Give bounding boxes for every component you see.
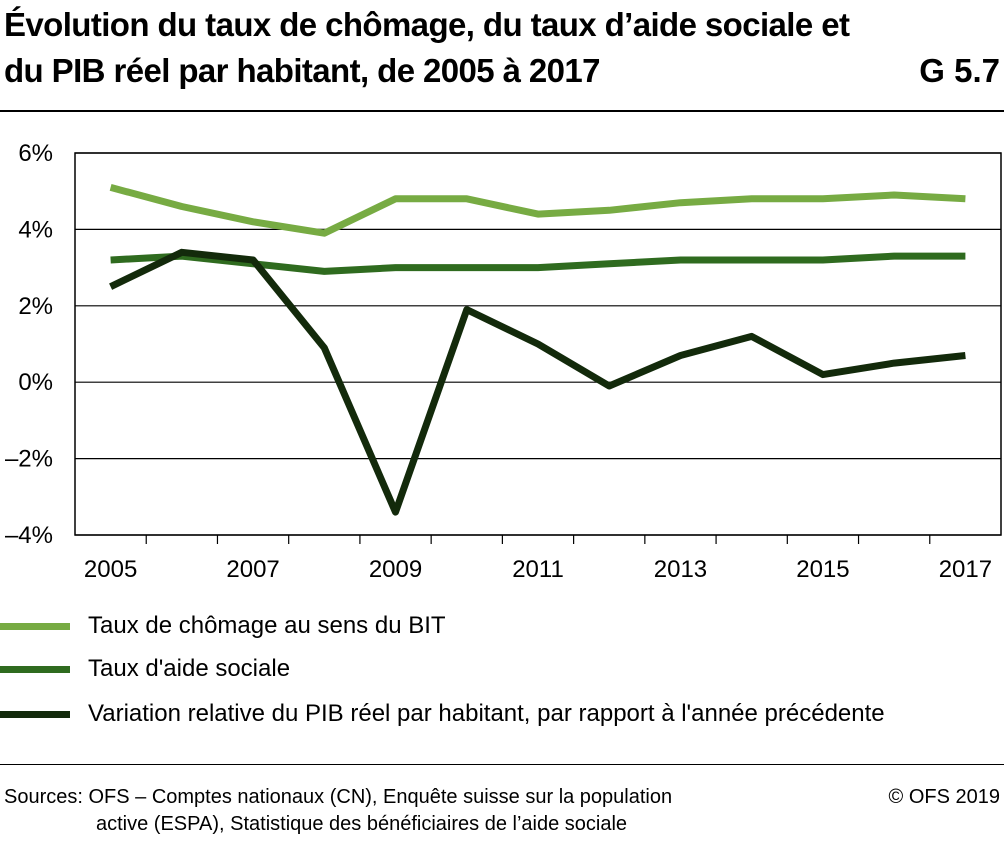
x-tick-label: 2005 [84, 556, 137, 583]
line-chart: 6%4%2%0%–2%–4% 2005 2007 2009 2011 2013 2015 2… [5, 140, 1002, 583]
y-tick-label: 2% [18, 293, 53, 320]
header-rule [0, 110, 1004, 112]
legend-item-aide-sociale: Taux d'aide sociale [0, 649, 290, 689]
chart-title: Évolution du taux de chômage, du taux d’… [4, 6, 850, 89]
series-line-chomage [109, 184, 966, 237]
x-tick-label: 2015 [796, 556, 849, 583]
x-tick-label: 2017 [939, 556, 992, 583]
plot-frame [74, 152, 1002, 536]
y-axis-ticks: 6% 4% 2% 0% –2% –4% [5, 140, 53, 549]
x-tick-label: 2013 [654, 556, 707, 583]
series-lines [109, 184, 966, 516]
y-tick-label: 0% [18, 369, 53, 396]
y-tick-label: –2% [5, 446, 53, 473]
legend-swatch [0, 665, 70, 673]
y-tick-label: 4% [18, 216, 53, 243]
legend-label: Taux d'aide sociale [88, 655, 291, 682]
legend-item-chomage: Taux de chômage au sens du BIT [0, 606, 446, 646]
y-tick-label: 6% [18, 140, 53, 167]
source-line-1: Sources: OFS – Comptes nationaux (CN), E… [4, 786, 673, 808]
x-tick-label: 2009 [369, 556, 422, 583]
source-note: Sources: OFS – Comptes nationaux (CN), E… [4, 784, 824, 838]
legend-label: Variation relative du PIB réel par habit… [88, 700, 885, 727]
x-tick-label: 2011 [512, 556, 564, 583]
legend-swatch [0, 622, 70, 630]
copyright: © OFS 2019 [888, 786, 1000, 808]
legend-swatch [0, 710, 70, 718]
footer-rule [0, 764, 1004, 765]
source-line-2: active (ESPA), Statistique des bénéficia… [96, 813, 628, 835]
chart-code: G 5.7 [919, 52, 1000, 89]
legend-item-pib: Variation relative du PIB réel par habit… [0, 694, 885, 734]
x-tick-label: 2007 [226, 556, 279, 583]
legend-label: Taux de chômage au sens du BIT [88, 612, 446, 639]
x-axis-ticks: 2005 2007 2009 2011 2013 2015 2017 [84, 535, 992, 583]
series-line-pib [109, 248, 966, 516]
y-tick-label: –4% [5, 522, 53, 549]
